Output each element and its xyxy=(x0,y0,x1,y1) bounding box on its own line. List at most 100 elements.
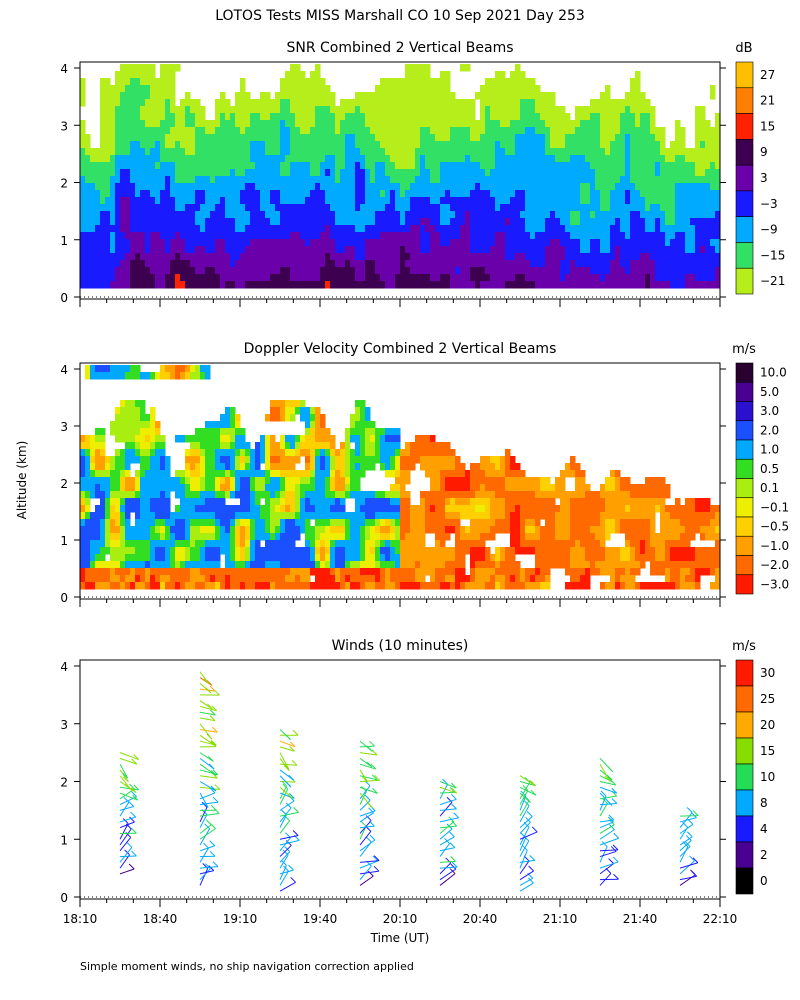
snr-cell xyxy=(490,106,496,114)
snr-cell xyxy=(375,232,381,240)
snr-cell xyxy=(490,183,496,191)
snr-cell xyxy=(115,106,121,114)
snr-cell xyxy=(305,155,311,163)
snr-cell xyxy=(680,225,686,233)
snr-cell xyxy=(380,148,386,156)
snr-cell xyxy=(320,120,326,128)
snr-cell xyxy=(110,141,116,149)
doppler-cell xyxy=(150,491,156,499)
snr-cell xyxy=(240,253,246,261)
snr-cell xyxy=(665,197,671,205)
doppler-cell xyxy=(245,449,251,457)
snr-cell xyxy=(695,246,701,254)
snr-cell xyxy=(320,204,326,212)
snr-cell xyxy=(375,253,381,261)
doppler-cell xyxy=(145,582,151,590)
doppler-cell xyxy=(150,435,156,443)
snr-field xyxy=(80,64,720,289)
doppler-cell xyxy=(95,477,101,485)
doppler-cell xyxy=(315,533,321,541)
doppler-cell xyxy=(230,505,236,513)
snr-cell xyxy=(660,176,666,184)
doppler-cell xyxy=(110,498,116,506)
snr-cell xyxy=(540,183,546,191)
snr-cell xyxy=(160,71,166,79)
snr-cell xyxy=(670,281,676,289)
snr-cell xyxy=(600,99,606,107)
snr-cell xyxy=(245,260,251,268)
doppler-cell xyxy=(340,512,346,520)
snr-cell xyxy=(495,274,501,282)
snr-cell xyxy=(510,120,516,128)
doppler-cell xyxy=(305,456,311,464)
snr-cell xyxy=(490,78,496,86)
snr-cell xyxy=(415,267,421,275)
doppler-cell xyxy=(130,435,136,443)
snr-cell xyxy=(270,211,276,219)
snr-cell xyxy=(545,253,551,261)
snr-cell xyxy=(670,204,676,212)
snr-cell xyxy=(185,92,191,100)
snr-cell xyxy=(630,78,636,86)
snr-cell xyxy=(540,190,546,198)
doppler-cell xyxy=(315,568,321,576)
snr-cell xyxy=(540,148,546,156)
snr-cell xyxy=(300,246,306,254)
snr-cell xyxy=(355,120,361,128)
doppler-cell xyxy=(125,407,131,415)
doppler-cell xyxy=(310,477,316,485)
snr-cell xyxy=(555,253,561,261)
snr-cell xyxy=(360,169,366,177)
snr-cell xyxy=(390,246,396,254)
snr-cell xyxy=(665,260,671,268)
snr-cell xyxy=(305,253,311,261)
snr-cell xyxy=(550,239,556,247)
doppler-cell xyxy=(325,533,331,541)
doppler-cell xyxy=(300,554,306,562)
doppler-cell xyxy=(205,540,211,548)
snr-cell xyxy=(220,197,226,205)
snr-cell xyxy=(265,260,271,268)
doppler-cell xyxy=(310,498,316,506)
snr-cell xyxy=(530,197,536,205)
snr-cell xyxy=(455,169,461,177)
snr-cell xyxy=(460,162,466,170)
doppler-cell xyxy=(295,435,301,443)
snr-cell xyxy=(695,155,701,163)
snr-cell xyxy=(405,99,411,107)
snr-cell xyxy=(505,246,511,254)
snr-cell xyxy=(430,239,436,247)
doppler-cell xyxy=(150,442,156,450)
doppler-cell xyxy=(320,547,326,555)
snr-cell xyxy=(545,260,551,268)
snr-cell xyxy=(715,225,720,233)
snr-cell xyxy=(160,204,166,212)
doppler-cell xyxy=(325,442,331,450)
doppler-cell xyxy=(170,561,176,569)
snr-cell xyxy=(590,232,596,240)
doppler-cell xyxy=(325,498,331,506)
doppler-cell xyxy=(240,505,246,513)
doppler-cell xyxy=(100,498,106,506)
snr-panel: SNR Combined 2 Vertical Beams01234dB2721… xyxy=(60,40,785,307)
snr-cell xyxy=(420,99,426,107)
doppler-cell xyxy=(245,575,251,583)
snr-cell xyxy=(225,260,231,268)
snr-cell xyxy=(710,85,716,93)
snr-cell xyxy=(320,113,326,121)
snr-cell xyxy=(390,211,396,219)
doppler-cell xyxy=(270,533,276,541)
snr-cell xyxy=(195,232,201,240)
doppler-cell xyxy=(125,477,131,485)
snr-cell xyxy=(505,218,511,226)
snr-cell xyxy=(375,127,381,135)
snr-cell xyxy=(190,155,196,163)
snr-cell xyxy=(610,232,616,240)
snr-cell xyxy=(505,120,511,128)
snr-cell xyxy=(175,232,181,240)
snr-cell xyxy=(200,176,206,184)
snr-cell xyxy=(510,211,516,219)
doppler-cell xyxy=(210,561,216,569)
snr-cell xyxy=(680,190,686,198)
snr-cell xyxy=(655,169,661,177)
